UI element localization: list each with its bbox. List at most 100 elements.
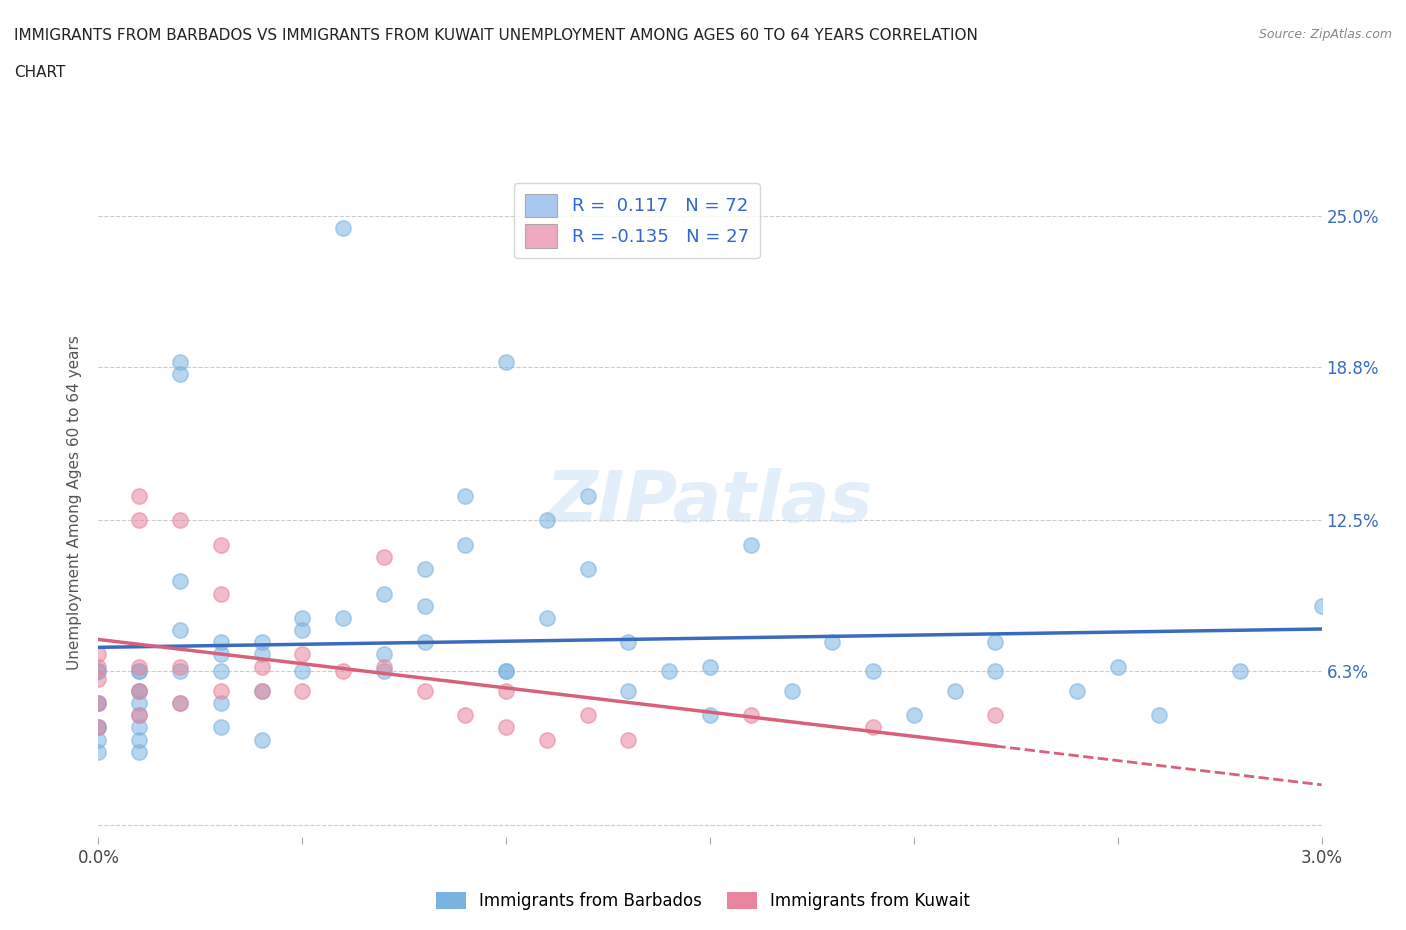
Point	[454, 488, 477, 503]
Point	[699, 659, 721, 674]
Point	[984, 664, 1007, 679]
Point	[373, 647, 395, 662]
Point	[332, 610, 354, 625]
Point	[495, 664, 517, 679]
Point	[128, 708, 150, 723]
Point	[209, 538, 232, 552]
Point	[169, 696, 191, 711]
Point	[617, 635, 640, 650]
Point	[128, 720, 150, 735]
Point	[87, 696, 110, 711]
Point	[740, 538, 762, 552]
Point	[862, 664, 884, 679]
Point	[576, 708, 599, 723]
Point	[169, 367, 191, 382]
Point	[413, 684, 436, 698]
Text: CHART: CHART	[14, 65, 66, 80]
Point	[291, 610, 314, 625]
Point	[209, 647, 232, 662]
Point	[250, 659, 273, 674]
Point	[1107, 659, 1129, 674]
Point	[128, 684, 150, 698]
Point	[1310, 598, 1333, 613]
Y-axis label: Unemployment Among Ages 60 to 64 years: Unemployment Among Ages 60 to 64 years	[67, 335, 83, 670]
Point	[1147, 708, 1170, 723]
Point	[169, 659, 191, 674]
Point	[658, 664, 681, 679]
Point	[169, 664, 191, 679]
Point	[617, 684, 640, 698]
Point	[495, 664, 517, 679]
Point	[87, 720, 110, 735]
Point	[332, 220, 354, 235]
Point	[291, 684, 314, 698]
Point	[250, 635, 273, 650]
Point	[536, 732, 558, 747]
Point	[209, 664, 232, 679]
Point	[250, 684, 273, 698]
Point	[332, 664, 354, 679]
Point	[128, 732, 150, 747]
Point	[128, 696, 150, 711]
Point	[495, 720, 517, 735]
Point	[291, 664, 314, 679]
Point	[576, 488, 599, 503]
Point	[128, 664, 150, 679]
Legend: R =  0.117   N = 72, R = -0.135   N = 27: R = 0.117 N = 72, R = -0.135 N = 27	[513, 183, 759, 259]
Point	[169, 354, 191, 369]
Point	[209, 696, 232, 711]
Point	[373, 586, 395, 601]
Point	[169, 696, 191, 711]
Point	[903, 708, 925, 723]
Point	[576, 562, 599, 577]
Point	[87, 744, 110, 759]
Point	[209, 684, 232, 698]
Point	[373, 659, 395, 674]
Text: Source: ZipAtlas.com: Source: ZipAtlas.com	[1258, 28, 1392, 41]
Point	[87, 696, 110, 711]
Point	[87, 720, 110, 735]
Point	[373, 550, 395, 565]
Point	[740, 708, 762, 723]
Point	[87, 696, 110, 711]
Point	[128, 513, 150, 528]
Point	[943, 684, 966, 698]
Point	[454, 538, 477, 552]
Point	[413, 598, 436, 613]
Point	[1229, 664, 1251, 679]
Point	[495, 354, 517, 369]
Point	[821, 635, 844, 650]
Point	[413, 562, 436, 577]
Legend: Immigrants from Barbados, Immigrants from Kuwait: Immigrants from Barbados, Immigrants fro…	[429, 885, 977, 917]
Point	[209, 635, 232, 650]
Point	[250, 647, 273, 662]
Point	[250, 684, 273, 698]
Point	[984, 635, 1007, 650]
Point	[617, 732, 640, 747]
Point	[1066, 684, 1088, 698]
Point	[128, 488, 150, 503]
Point	[169, 513, 191, 528]
Point	[128, 684, 150, 698]
Point	[862, 720, 884, 735]
Point	[169, 622, 191, 637]
Point	[209, 720, 232, 735]
Point	[291, 647, 314, 662]
Point	[536, 610, 558, 625]
Point	[87, 664, 110, 679]
Point	[454, 708, 477, 723]
Point	[169, 574, 191, 589]
Point	[128, 659, 150, 674]
Point	[87, 732, 110, 747]
Point	[495, 684, 517, 698]
Point	[87, 720, 110, 735]
Point	[87, 664, 110, 679]
Point	[87, 647, 110, 662]
Point	[413, 635, 436, 650]
Point	[128, 708, 150, 723]
Point	[128, 684, 150, 698]
Point	[209, 586, 232, 601]
Point	[291, 622, 314, 637]
Text: ZIPatlas: ZIPatlas	[547, 468, 873, 537]
Point	[780, 684, 803, 698]
